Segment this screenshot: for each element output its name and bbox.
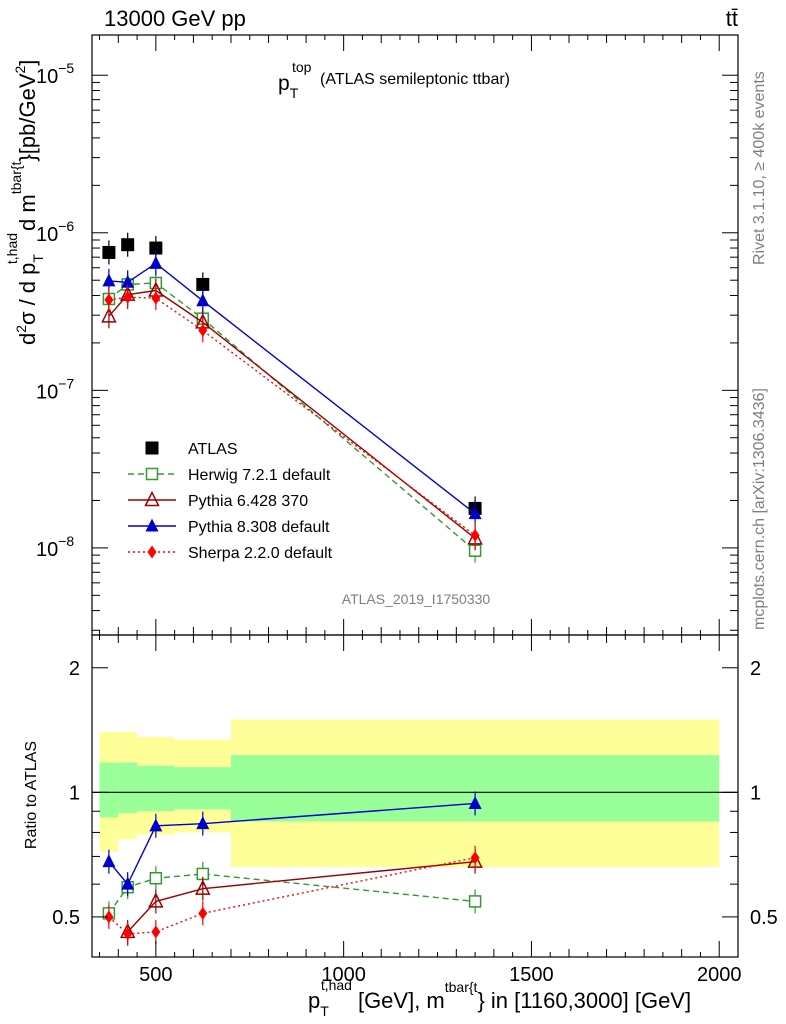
main-point-pythia-8-308-default (102, 273, 116, 287)
main-ytick-label: 10−6 (36, 218, 74, 246)
ratio-ytick-label-right: 2 (750, 658, 761, 680)
main-point-sherpa-2-2-0-default (151, 291, 161, 305)
main-point-atlas (102, 245, 116, 259)
mcplots-label: mcplots.cern.ch [arXiv:1306.3436] (751, 388, 768, 630)
ratio-ticks: 0.5 0.5 1 1 2 2 500 1000 1500 2000 (52, 635, 778, 986)
xlabel: pTt,had[GeV], mtbar{t} in [1160,3000] [G… (308, 977, 691, 1019)
ratio-point-sherpa-2-2-0-default (470, 851, 480, 865)
ratio-point-pythia-8-308-default (102, 854, 116, 868)
legend-marker-herwig-7-2-1-default (145, 467, 159, 481)
main-point-atlas (149, 241, 163, 255)
ratio-ylabel: Ratio to ATLAS (23, 741, 40, 849)
legend-label-herwig-7-2-1-default: Herwig 7.2.1 default (188, 467, 331, 484)
main-series (101, 232, 483, 563)
ratio-point-pythia-6-428-370 (195, 879, 211, 895)
ratio-point-sherpa-2-2-0-default (104, 910, 114, 924)
ratio-xtick-label: 1500 (509, 964, 554, 986)
ratio-bands (92, 719, 738, 868)
ratio-point-herwig-7-2-1-default (468, 895, 482, 908)
process-label: tt̄ (726, 6, 738, 31)
ratio-series (102, 791, 483, 946)
legend-marker-atlas (145, 441, 159, 455)
legend: ATLAS Herwig 7.2.1 default Pythia 6.428 37… (128, 441, 333, 562)
main-ytick-label: 10−8 (36, 533, 74, 561)
ratio-ytick-label: 1 (69, 782, 80, 804)
ratio-point-pythia-8-308-default (121, 876, 135, 890)
main-ytick-label: 10−7 (36, 375, 74, 403)
legend-marker-sherpa-2-2-0-default (147, 545, 157, 559)
ratio-point-sherpa-2-2-0-default (123, 927, 133, 941)
legend-marker-pythia-6-428-370 (144, 490, 160, 507)
main-point-sherpa-2-2-0-default (123, 290, 133, 304)
main-ylabel: d2σ/d pTt,hadd mtbar{t}[pb/GeV2] (4, 60, 46, 345)
ratio-panel: 0.5 0.5 1 1 2 2 500 1000 1500 2000 Ratio to ATLAS… (23, 634, 778, 1019)
ratio-xtick-label: 2000 (697, 964, 742, 986)
ratio-line-sherpa-2-2-0-default (108, 857, 476, 935)
main-point-pythia-8-308-default (468, 506, 482, 520)
plot-title-sup: top (292, 59, 312, 75)
legend-label-sherpa-2-2-0-default: Sherpa 2.2.0 default (188, 545, 333, 562)
main-point-atlas (121, 238, 135, 252)
ratio-point-sherpa-2-2-0-default (151, 925, 161, 939)
ratio-point-herwig-7-2-1-default (149, 871, 163, 885)
analysis-id: ATLAS_2019_I1750330 (342, 591, 491, 607)
rivet-label: Rivet 3.1.10, ≥ 400k events (751, 71, 768, 265)
ratio-line-pythia-6-428-370 (127, 860, 476, 933)
ratio-ytick-label: 0.5 (52, 907, 80, 929)
main-line-herwig-7-2-1-default (108, 282, 476, 552)
ratio-ytick-label-right: 1 (750, 782, 761, 804)
svg-text:d2σ/d pTt,hadd mtbar{t}[pb/GeV: d2σ/d pTt,hadd mtbar{t}[pb/GeV2] (4, 60, 46, 345)
main-ticks: 10−8 10−7 10−6 10−5 (36, 35, 738, 635)
uncertainty-band-inner (137, 765, 175, 812)
main-panel: 10−8 10−7 10−6 10−5 pT top (ATLAS semilepto… (4, 34, 739, 636)
main-point-sherpa-2-2-0-default (198, 323, 208, 337)
legend-label-pythia-6-428-370: Pythia 6.428 370 (188, 493, 308, 510)
ratio-frame (91, 634, 739, 958)
main-point-pythia-8-308-default (121, 274, 135, 288)
plot-title-rest: (ATLAS semileptonic ttbar) (320, 71, 510, 88)
ratio-xtick-label: 1000 (321, 964, 366, 986)
energy-label: 13000 GeV pp (104, 6, 246, 31)
main-ytick-label: 10−5 (36, 60, 74, 88)
legend-marker-pythia-8-308-default (145, 518, 159, 532)
ratio-point-pythia-8-308-default (468, 795, 482, 809)
plot-title: pT (278, 72, 299, 101)
uncertainty-band-inner (174, 767, 231, 810)
legend-label-pythia-8-308-default: Pythia 8.308 default (188, 519, 330, 536)
ratio-ytick-label-right: 0.5 (750, 907, 778, 929)
ratio-xtick-label: 500 (139, 964, 172, 986)
ratio-point-pythia-6-428-370 (148, 892, 164, 908)
ratio-point-pythia-8-308-default (196, 816, 210, 830)
ratio-ytick-label: 2 (69, 658, 80, 680)
main-point-pythia-8-308-default (149, 255, 163, 269)
ratio-point-pythia-8-308-default (149, 818, 163, 832)
ratio-point-sherpa-2-2-0-default (198, 906, 208, 920)
uncertainty-band-inner (118, 762, 138, 814)
legend-label-atlas: ATLAS (188, 441, 238, 458)
main-point-atlas (196, 277, 210, 291)
main-point-sherpa-2-2-0-default (104, 293, 114, 307)
main-point-pythia-8-308-default (196, 293, 210, 307)
uncertainty-band-inner (99, 762, 119, 818)
main-point-pythia-6-428-370 (101, 307, 117, 323)
main-point-sherpa-2-2-0-default (470, 528, 480, 542)
